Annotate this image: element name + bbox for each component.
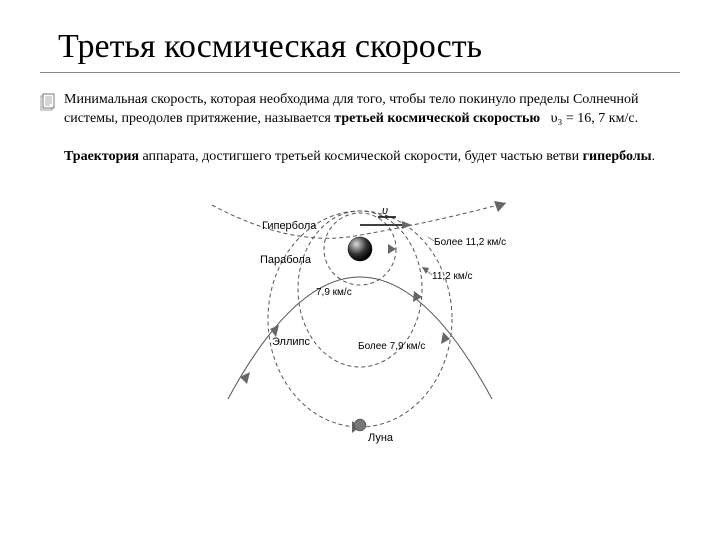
orbit-arrow-3 [441,332,450,344]
page-title: Третья космическая скорость [40,28,680,66]
para-post: аппарата, достигшего третьей космической… [139,149,583,164]
para-bold1: третьей космической скоростью [334,111,540,126]
slide: Третья космическая скорость Минимальная … [0,0,720,540]
earth [348,237,372,261]
moon [354,419,366,431]
document-icon [40,93,56,111]
label-v79: 7,9 км/с [316,287,352,298]
label-v112plus: Более 11,2 км/с [434,237,506,248]
orbit-arrow-1 [388,244,396,254]
label-v79plus: Более 7,9 км/с [358,341,425,352]
orbit-diagram-svg: υ Гипербола Парабола Эллипс Луна 7,9 км/… [200,189,520,449]
velocity-vector-head [402,221,412,229]
parabola-path [228,277,492,399]
label-ellipse: Эллипс [272,336,310,348]
label-parabola: Парабола [260,254,312,266]
label-hyperbola: Гипербола [262,220,317,232]
orbit-diagram: υ Гипербола Парабола Эллипс Луна 7,9 км/… [200,189,520,449]
title-rule [40,72,680,73]
leader-112-head [422,267,429,274]
velocity-vector-label: υ [382,205,388,217]
label-moon: Луна [368,432,394,444]
orbit-arrow-6 [240,372,250,384]
body-paragraph: Минимальная скорость, которая необходима… [40,91,680,167]
hyperbola-path [212,203,506,238]
hyperbola-arrow [494,201,506,212]
label-v112: 11,2 км/с [432,271,473,282]
para-end: . [652,149,656,164]
para-mid: υ₃ = 16, 7 км/с. [540,111,638,126]
para-bold2: Траектория [64,149,139,164]
para-bold3: гиперболы [583,149,652,164]
